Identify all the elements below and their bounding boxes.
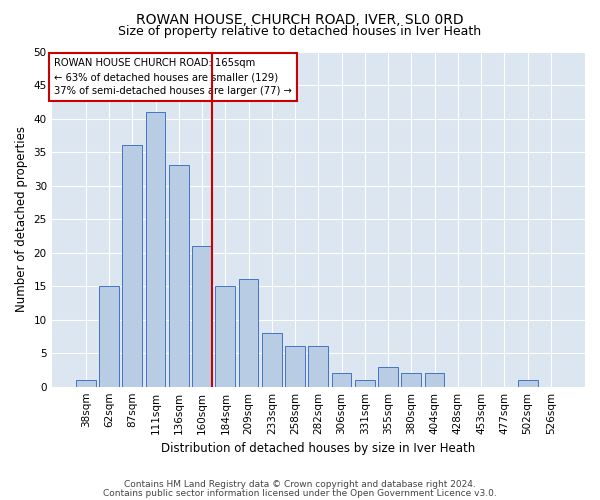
Text: Contains public sector information licensed under the Open Government Licence v3: Contains public sector information licen… xyxy=(103,489,497,498)
Bar xyxy=(355,380,375,386)
Text: Contains HM Land Registry data © Crown copyright and database right 2024.: Contains HM Land Registry data © Crown c… xyxy=(124,480,476,489)
Bar xyxy=(215,286,235,386)
Bar xyxy=(99,286,119,386)
Bar xyxy=(262,333,282,386)
Bar xyxy=(518,380,538,386)
X-axis label: Distribution of detached houses by size in Iver Heath: Distribution of detached houses by size … xyxy=(161,442,475,455)
Y-axis label: Number of detached properties: Number of detached properties xyxy=(15,126,28,312)
Bar xyxy=(76,380,95,386)
Bar xyxy=(308,346,328,387)
Bar xyxy=(425,374,445,386)
Text: ROWAN HOUSE CHURCH ROAD: 165sqm
← 63% of detached houses are smaller (129)
37% o: ROWAN HOUSE CHURCH ROAD: 165sqm ← 63% of… xyxy=(55,58,292,96)
Bar xyxy=(378,366,398,386)
Text: Size of property relative to detached houses in Iver Heath: Size of property relative to detached ho… xyxy=(118,25,482,38)
Text: ROWAN HOUSE, CHURCH ROAD, IVER, SL0 0RD: ROWAN HOUSE, CHURCH ROAD, IVER, SL0 0RD xyxy=(136,12,464,26)
Bar xyxy=(285,346,305,387)
Bar xyxy=(122,146,142,386)
Bar xyxy=(401,374,421,386)
Bar xyxy=(332,374,352,386)
Bar xyxy=(192,246,212,386)
Bar xyxy=(146,112,166,386)
Bar xyxy=(169,166,188,386)
Bar xyxy=(239,280,259,386)
